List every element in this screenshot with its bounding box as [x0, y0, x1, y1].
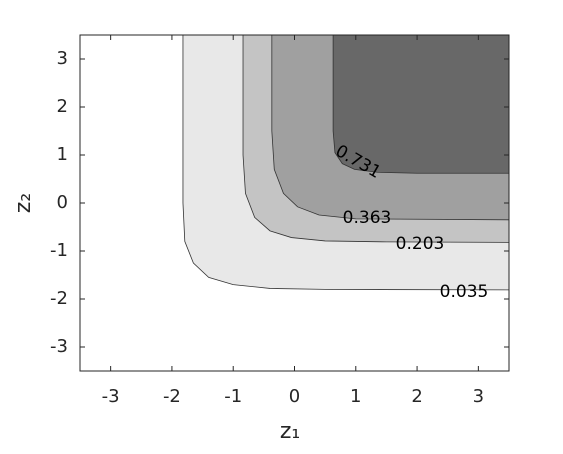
x-tick-label: 0	[289, 386, 300, 407]
y-axis-label: z₂	[11, 193, 36, 213]
x-tick-label: 2	[411, 386, 422, 407]
y-tick-label: 3	[57, 48, 68, 69]
y-tick-label: -3	[50, 336, 68, 357]
x-tick-label: -3	[102, 386, 120, 407]
contour-line	[271, 35, 510, 221]
contour-label: 0.203	[396, 234, 445, 254]
contour-line	[242, 35, 510, 243]
y-tick-label: 0	[57, 192, 68, 213]
y-tick-label: -2	[50, 288, 68, 309]
contour-line	[182, 35, 510, 291]
y-tick-label: 2	[57, 96, 68, 117]
contour-label: 0.363	[343, 208, 392, 228]
x-tick-label: -1	[224, 386, 242, 407]
contour-line	[332, 35, 509, 174]
contour-label: 0.035	[440, 282, 489, 302]
contour-fill	[333, 35, 509, 174]
x-tick-label: -2	[163, 386, 181, 407]
x-tick-label: 3	[473, 386, 484, 407]
y-tick-label: 1	[57, 144, 68, 165]
x-tick-label: 1	[350, 386, 361, 407]
y-tick-label: -1	[50, 240, 68, 261]
x-axis-label: z₁	[280, 419, 300, 444]
